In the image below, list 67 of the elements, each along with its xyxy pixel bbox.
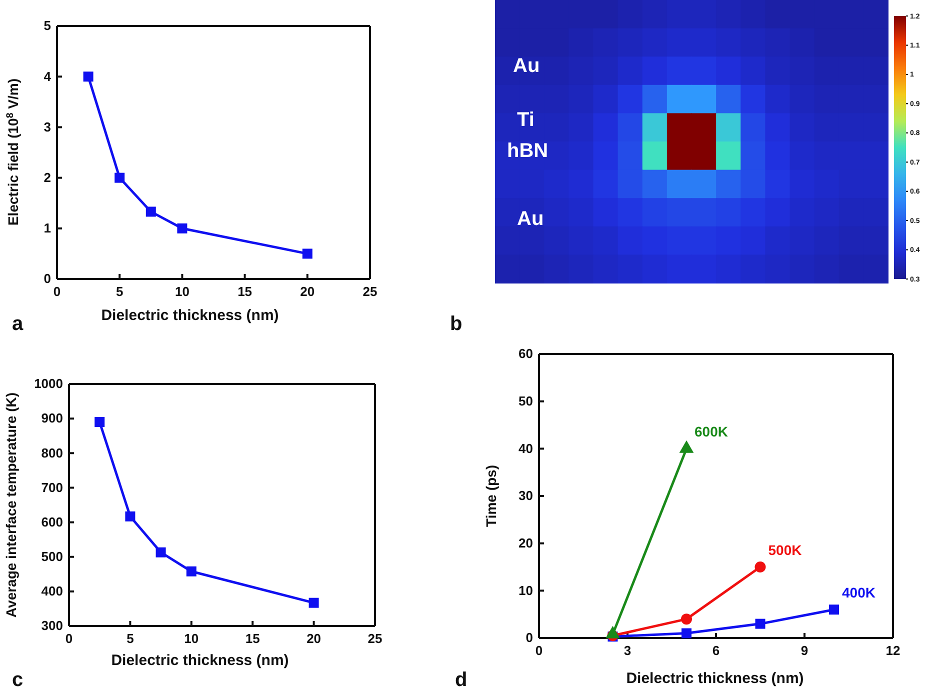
x-axis-title: Dielectric thickness (nm) (101, 307, 279, 324)
y-tick-label: 400 (41, 584, 63, 599)
x-tick-label: 0 (65, 631, 73, 646)
x-tick-label: 20 (306, 631, 322, 646)
x-tick-label: 0 (535, 643, 543, 658)
y-tick-label: 4 (44, 68, 52, 84)
y-tick-label: 1000 (34, 376, 63, 392)
annotation: Ti (517, 109, 534, 131)
point (186, 566, 196, 576)
y-tick-label: 50 (518, 393, 533, 408)
text: c (12, 669, 24, 688)
point (302, 248, 312, 259)
point (755, 618, 766, 629)
text: b (450, 313, 462, 335)
y-tick-label: 900 (41, 410, 63, 426)
y-tick-label: 3 (44, 119, 51, 134)
annotation: Au (513, 55, 540, 77)
point (177, 223, 188, 234)
y-tick-label: 800 (41, 445, 63, 460)
point (156, 547, 166, 558)
y-tick-label: 700 (41, 480, 63, 495)
point (146, 206, 156, 217)
y-tick-label: 40 (518, 440, 533, 456)
point (94, 417, 105, 428)
x-tick-label: 20 (300, 284, 315, 300)
text: a (12, 313, 24, 335)
x-tick-label: 15 (238, 284, 252, 300)
series-label: 500K (768, 542, 802, 558)
point (681, 614, 692, 625)
y-tick-label: 1 (44, 220, 51, 236)
series-label: 600K (694, 424, 728, 440)
x-tick-label: 15 (245, 631, 260, 646)
x-tick-label: 12 (886, 643, 900, 658)
y-tick-label: 300 (41, 618, 63, 634)
y-tick-label: 500 (41, 549, 63, 564)
x-tick-label: 25 (362, 284, 378, 300)
point (125, 511, 136, 522)
y-tick-label: 5 (44, 18, 51, 34)
y-axis-title: Time (ps) (483, 465, 499, 527)
point (114, 172, 125, 183)
y-tick-label: 60 (518, 346, 533, 362)
x-axis-title: Dielectric thickness (nm) (626, 670, 804, 687)
y-tick-label: 0 (44, 271, 51, 286)
x-axis-title: Dielectric thickness (nm) (111, 652, 289, 669)
y-tick-label: 10 (518, 582, 533, 598)
x-tick-label: 5 (116, 284, 124, 300)
point (308, 598, 319, 608)
point (83, 72, 94, 82)
x-tick-label: 10 (184, 631, 199, 646)
series-label: 400K (842, 584, 876, 601)
point (682, 628, 692, 638)
y-tick-label: 600 (41, 514, 63, 530)
point (829, 604, 839, 615)
x-tick-label: 5 (126, 631, 134, 646)
y-tick-label: 20 (518, 535, 533, 550)
x-tick-label: 6 (712, 643, 720, 658)
text: d (455, 669, 468, 688)
y-tick-label: 30 (518, 488, 533, 504)
x-tick-label: 3 (624, 643, 632, 658)
x-tick-label: 10 (174, 284, 190, 300)
point (754, 562, 766, 572)
y-tick-label: 2 (44, 170, 51, 185)
annotation: Au (517, 208, 544, 230)
x-tick-label: 9 (800, 643, 808, 658)
annotation: hBN (507, 140, 548, 162)
x-tick-label: 25 (368, 631, 382, 646)
y-axis-title: Average interface temperature (K) (3, 392, 19, 618)
